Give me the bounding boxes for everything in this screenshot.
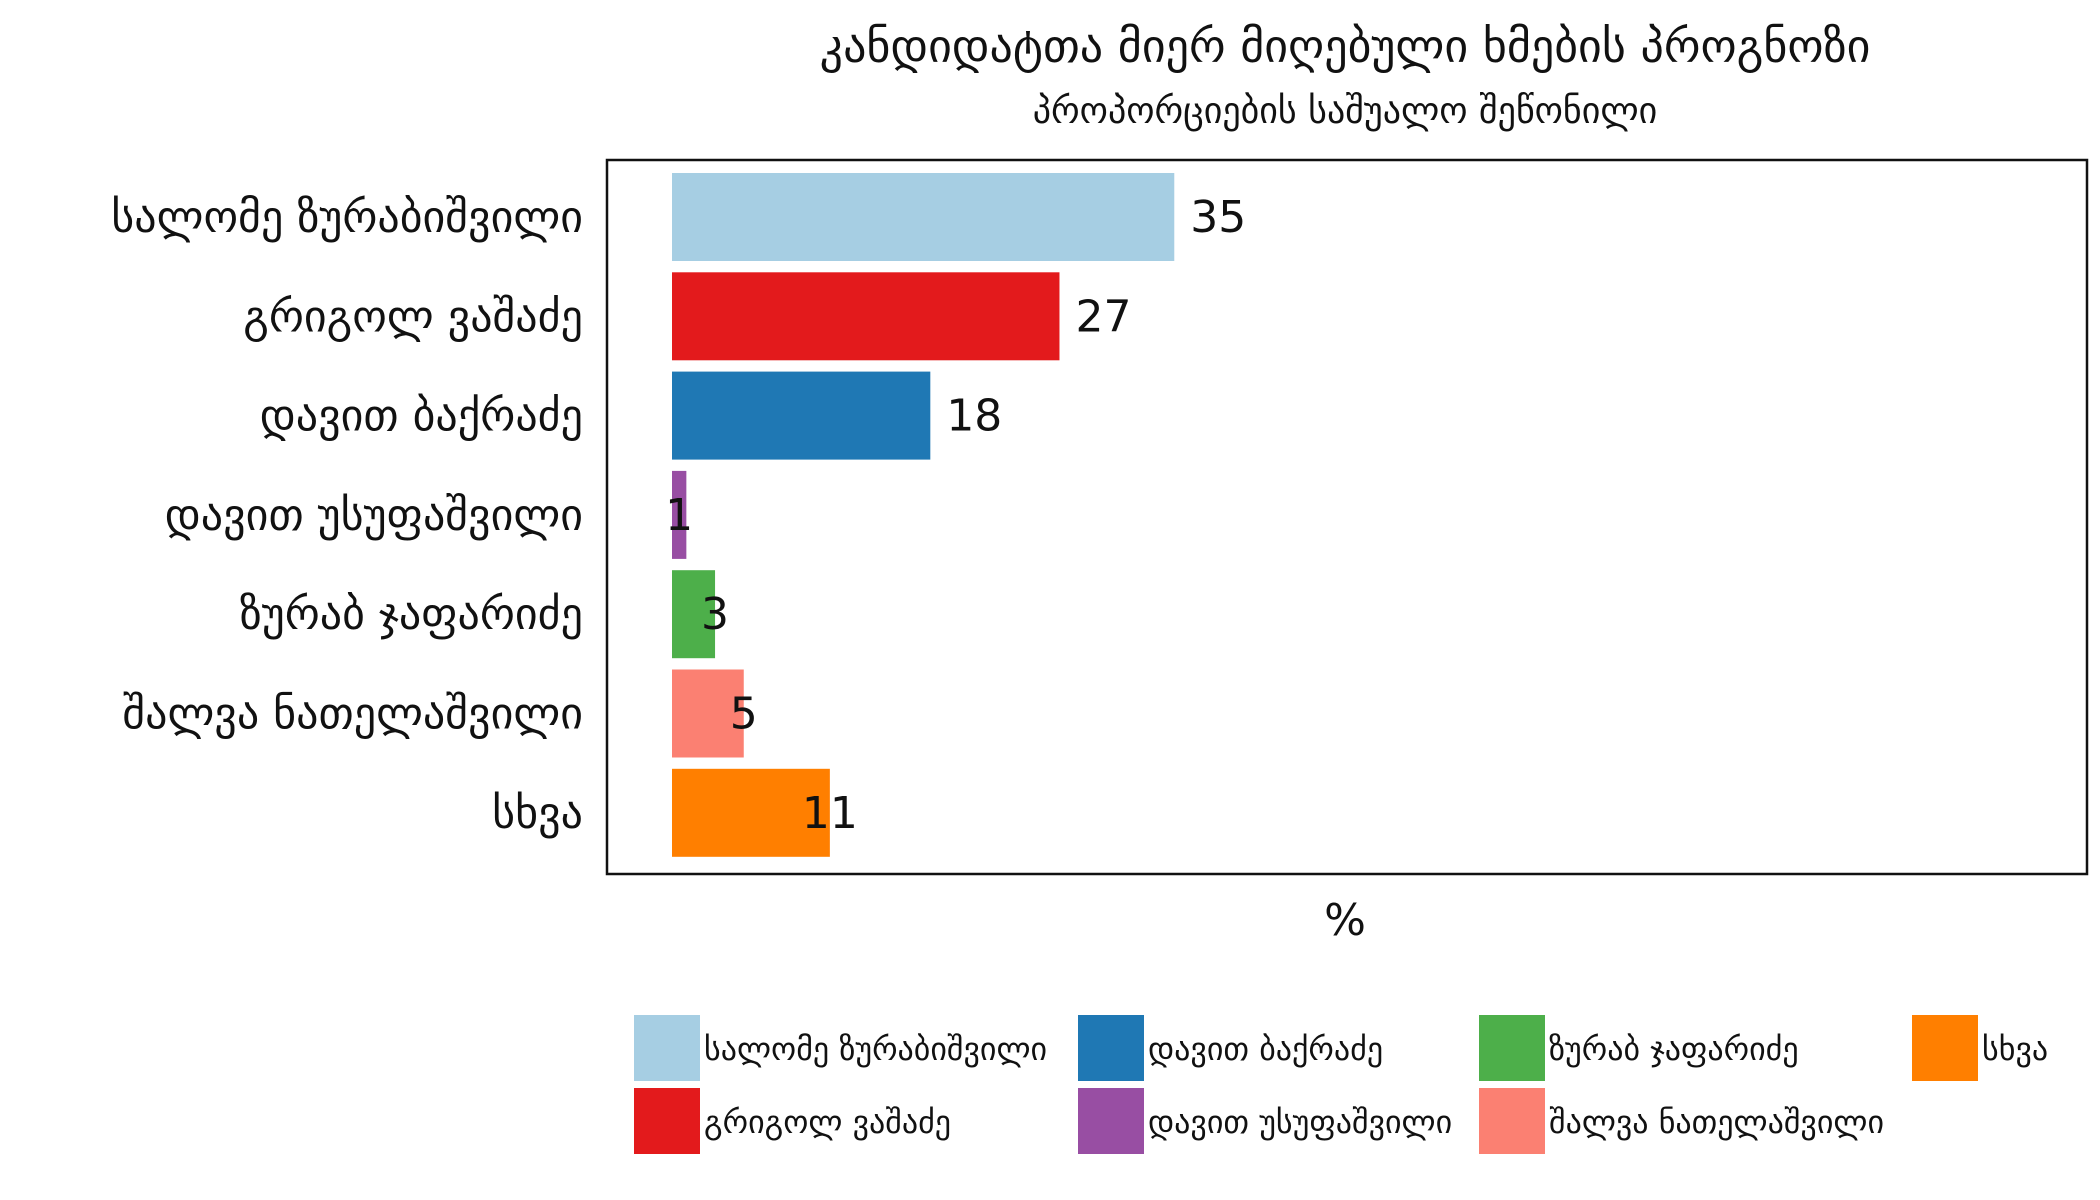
legend-label: დავით ბაქრაძე [1148, 1030, 1383, 1068]
value-label: 18 [946, 391, 1002, 442]
chart-title: კანდიდატთა მიერ მიღებული ხმების პროგნოზი [820, 19, 1871, 73]
legend: სალომე ზურაბიშვილი დავით ბაქრაძე ზურაბ ჯაფ… [634, 1015, 2048, 1154]
bar [672, 570, 716, 659]
value-label: 5 [730, 689, 758, 740]
bar [672, 669, 744, 758]
value-label: 1 [665, 490, 693, 541]
legend-swatch [1912, 1015, 1978, 1081]
value-label: 27 [1075, 291, 1131, 342]
value-label: 3 [701, 589, 729, 640]
category-label: დავით უსუფაშვილი [165, 490, 583, 541]
plot-frame [605, 158, 2089, 876]
bar [672, 371, 931, 460]
x-axis-label: % [1324, 895, 1366, 946]
bar [672, 470, 687, 559]
category-label: შალვა ნათელაშვილი [122, 689, 583, 740]
category-label: დავით ბაქრაძე [260, 391, 583, 442]
value-label: 35 [1190, 192, 1246, 243]
legend-label: გრიგოლ ვაშაძე [704, 1103, 951, 1141]
category-labels: სალომე ზურაბიშვილი გრიგოლ ვაშაძე დავით ბაქ… [111, 192, 583, 839]
legend-swatch [1078, 1088, 1144, 1154]
legend-label: დავით უსუფაშვილი [1148, 1103, 1452, 1141]
bar [672, 768, 830, 857]
legend-swatch [1078, 1015, 1144, 1081]
bar [672, 272, 1060, 361]
category-label: გრიგოლ ვაშაძე [243, 291, 583, 342]
category-label: სალომე ზურაბიშვილი [111, 192, 583, 243]
legend-label: შალვა ნათელაშვილი [1549, 1103, 1884, 1141]
category-label: სხვა [492, 788, 583, 839]
chart-subtitle: პროპორციების საშუალო შეწონილი [1033, 91, 1658, 132]
bar [672, 173, 1175, 261]
legend-swatch [1479, 1015, 1545, 1081]
legend-label: სალომე ზურაბიშვილი [704, 1030, 1047, 1068]
legend-label: სხვა [1982, 1030, 2048, 1068]
bars-group [672, 173, 1175, 857]
legend-swatch [1479, 1088, 1545, 1154]
category-label: ზურაბ ჯაფარიძე [240, 589, 583, 640]
legend-swatch [634, 1088, 700, 1154]
value-label: 11 [802, 788, 858, 839]
legend-swatch [634, 1015, 700, 1081]
legend-label: ზურაბ ჯაფარიძე [1549, 1030, 1799, 1068]
